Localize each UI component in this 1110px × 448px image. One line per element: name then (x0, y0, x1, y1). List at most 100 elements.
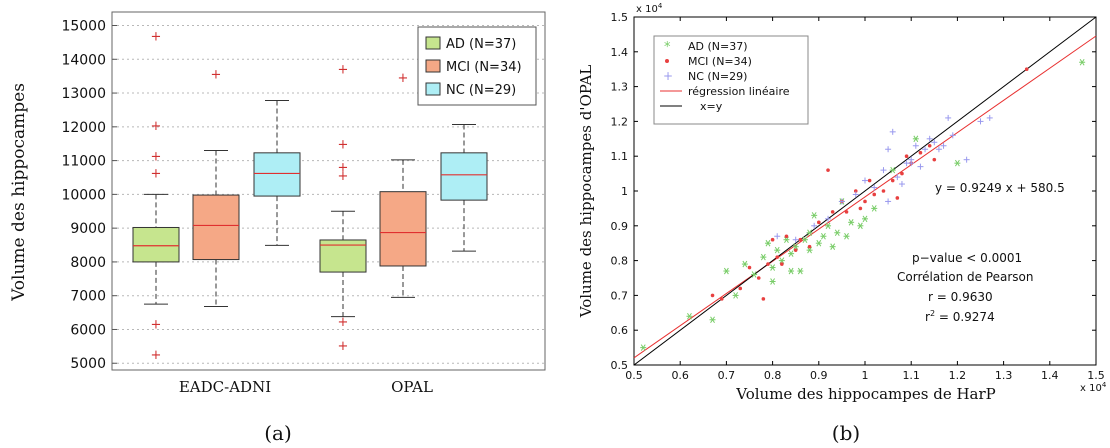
data-point (820, 232, 827, 240)
panel-a-legend-label-mci: MCI (N=34) (446, 60, 522, 75)
fit-line (633, 16, 1097, 366)
data-point (780, 262, 784, 266)
data-point (977, 118, 984, 125)
box: + (192, 67, 240, 308)
data-point (986, 114, 993, 121)
y-tick-label: 1.3 (611, 81, 629, 94)
box: + (379, 71, 427, 298)
x-tick-label: 0.7 (718, 369, 736, 382)
data-point (815, 239, 822, 247)
data-point (709, 316, 716, 324)
data-point (788, 250, 795, 257)
data-point (770, 237, 775, 242)
data-point (732, 292, 739, 299)
data-point (761, 297, 766, 301)
panel-a-x-ticks: EADC-ADNI OPAL (179, 378, 433, 396)
y-tick-label: 14000 (61, 52, 106, 68)
y-tick-label: 10000 (61, 187, 106, 203)
data-point (760, 253, 767, 261)
panel-b-x-multiplier: x 104 (1080, 381, 1107, 394)
y-tick-label: 0.5 (611, 359, 629, 372)
data-point (811, 212, 818, 219)
data-point (817, 220, 821, 225)
y-tick-label: 1 (621, 185, 628, 198)
outlier-marker: + (338, 138, 349, 153)
data-point (894, 174, 901, 181)
data-point (917, 163, 924, 170)
data-point (784, 234, 789, 239)
data-point (863, 199, 867, 204)
data-point (741, 260, 748, 268)
y-tick-label: 0.8 (611, 255, 629, 268)
data-point (926, 135, 933, 142)
x-tick-label: 1 (862, 369, 869, 382)
y-tick-label: 11000 (61, 154, 106, 170)
y-tick-label: 1.5 (611, 11, 629, 24)
panel-a-legend-label-nc: NC (N=29) (446, 83, 516, 98)
data-point (908, 156, 915, 163)
x-tick-label: 1.3 (995, 369, 1013, 382)
panel-a-boxes: +++++++ +++++++ (132, 30, 488, 363)
data-point (738, 286, 743, 291)
x-tick-label: 1.5 (1087, 369, 1105, 382)
panel-b-r2-value: r2 = 0.9274 (925, 309, 995, 324)
data-point (871, 184, 878, 191)
box-body (379, 191, 427, 267)
outlier-marker: + (338, 63, 349, 78)
panel-b-legend-label-nc: NC (N=29) (688, 70, 747, 83)
data-point (806, 229, 813, 237)
outlier-marker: + (151, 150, 162, 165)
y-tick-label: 15000 (61, 19, 106, 35)
outlier-marker: + (338, 161, 349, 176)
panel-b-legend-label-identity: x=y (700, 100, 723, 113)
data-point (719, 297, 724, 301)
x-tick-label: 0.6 (671, 369, 689, 382)
panel-b-legend-label-regression: régression linéaire (688, 85, 790, 98)
data-point (686, 313, 693, 320)
data-point (862, 215, 868, 223)
panel-a-legend-label-ad: AD (N=37) (446, 37, 516, 52)
data-point (807, 244, 812, 249)
y-tick-label: 0.7 (611, 289, 629, 302)
outlier-marker: + (338, 339, 349, 354)
y-tick-label: 1.2 (611, 115, 629, 128)
data-point (927, 143, 932, 148)
x-tick-label: 0.5 (625, 369, 643, 382)
panel-b-correlation-title: Corrélation de Pearson (897, 270, 1033, 284)
box-body (132, 226, 180, 263)
data-point (931, 139, 938, 146)
data-point (918, 150, 923, 155)
data-point (826, 168, 830, 172)
data-point (797, 267, 804, 275)
data-point (793, 248, 798, 252)
data-point (783, 236, 790, 243)
data-point (792, 236, 799, 243)
data-point (853, 189, 858, 193)
data-point (872, 192, 877, 197)
box-body (253, 152, 301, 197)
data-point (774, 233, 781, 240)
data-point (862, 177, 868, 184)
x-tick-label: OPAL (391, 378, 433, 396)
data-point (881, 189, 886, 193)
data-point (844, 210, 849, 214)
panel-b-ticks: 0.5 0.6 0.7 0.8 0.9 1 1.1 1.2 1.3 1.4 1.5 0.5 0.6 0.7… (611, 11, 1105, 382)
outlier-marker: + (151, 348, 162, 363)
data-point (769, 264, 776, 271)
data-point (852, 191, 859, 198)
data-point (904, 154, 909, 158)
y-tick-label: 5000 (70, 356, 106, 372)
outlier-marker: + (398, 71, 409, 86)
panel-b-regression-equation: y = 0.9249 x + 580.5 (935, 181, 1065, 195)
data-point (769, 278, 776, 285)
data-point (747, 265, 752, 270)
data-point (756, 276, 761, 280)
data-point (900, 171, 904, 176)
outlier-marker: + (151, 166, 162, 181)
data-point (945, 114, 952, 121)
data-point (801, 236, 808, 243)
x-tick-label: 1.4 (1041, 369, 1059, 382)
panel-a-legend-swatch-mci (425, 59, 441, 73)
data-point (792, 243, 799, 250)
data-point (843, 232, 850, 240)
